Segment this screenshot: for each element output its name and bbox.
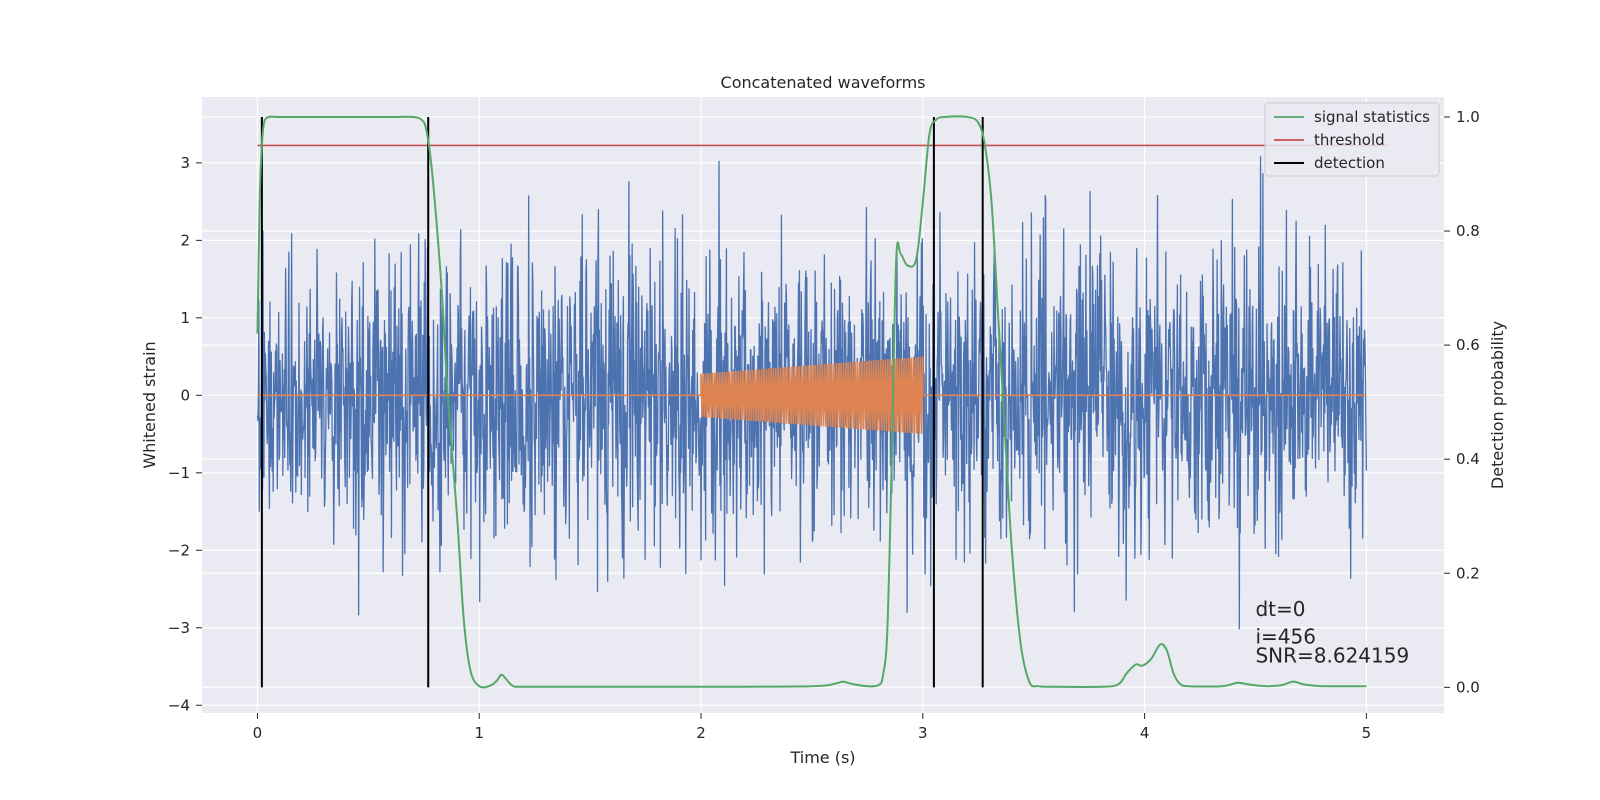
x-axis-label: Time (s)	[789, 748, 855, 767]
y-tick-label: −1	[168, 464, 190, 482]
y2-axis-label: Detection probability	[1488, 321, 1507, 489]
y2-tick-label: 0.2	[1456, 564, 1480, 582]
x-tick-label: 0	[253, 724, 263, 742]
y2-tick-label: 0.0	[1456, 678, 1480, 696]
series-layer	[256, 115, 1389, 689]
annotation-block: dt=0 i=456 SNR=8.624159	[1255, 597, 1409, 667]
legend-box	[1264, 102, 1440, 177]
y2-tick-label: 0.6	[1456, 336, 1480, 354]
annotation-dt: dt=0	[1255, 597, 1305, 621]
y-tick-label: 3	[180, 154, 190, 172]
chart-title: Concatenated waveforms	[721, 73, 926, 92]
y-tick-label: 0	[180, 386, 190, 404]
y-tick-label: −4	[168, 696, 190, 714]
x-tick-label: 2	[696, 724, 706, 742]
template-chirp-line	[257, 356, 1367, 434]
y-tick-label: −2	[168, 541, 190, 559]
legend-label-detection: detection	[1314, 154, 1385, 172]
y2-tick-label: 0.8	[1456, 222, 1480, 240]
x-tick-label: 1	[474, 724, 484, 742]
signal-statistics-line	[256, 115, 1367, 689]
legend-label-signal-statistics: signal statistics	[1314, 108, 1430, 126]
y-tick-label: 2	[180, 231, 190, 249]
y2-tick-label: 1.0	[1456, 108, 1480, 126]
x-tick-label: 5	[1362, 724, 1372, 742]
x-tick-label: 4	[1140, 724, 1150, 742]
axis-layer: 0 1 2 3 4 5 −4 −3 −2 −1 0 1 2 3 0.0 0.2 0.4 0.6 0.8 1.0	[168, 108, 1480, 742]
y-axis-label: Whitened strain	[140, 341, 159, 468]
legend: signal statistics threshold detection	[1264, 102, 1440, 177]
y2-tick-label: 0.4	[1456, 450, 1480, 468]
y-tick-label: −3	[168, 619, 190, 637]
annotation-snr: SNR=8.624159	[1255, 644, 1409, 668]
annotation-i: i=456	[1255, 624, 1316, 648]
legend-label-threshold: threshold	[1314, 131, 1385, 149]
x-tick-label: 3	[918, 724, 928, 742]
y-tick-label: 1	[180, 309, 190, 327]
